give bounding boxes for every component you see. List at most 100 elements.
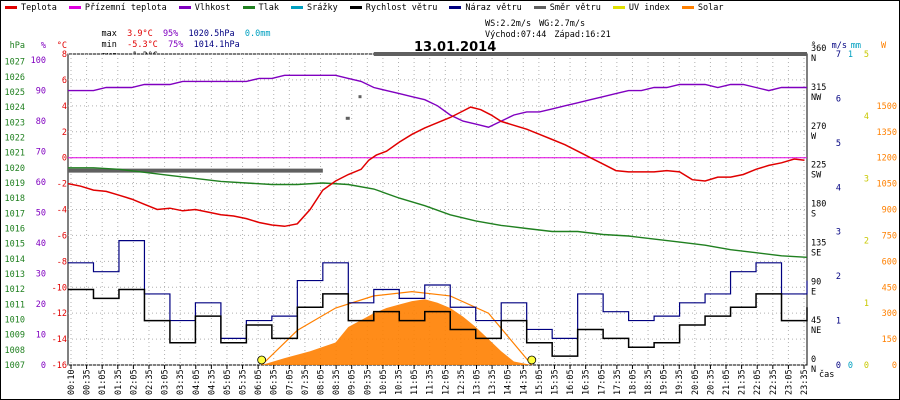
- sun-times-row: Východ:07:44 Západ:16:21: [485, 30, 619, 40]
- legend-swatch: [681, 6, 694, 9]
- x-tick-label: 22:05: [753, 369, 763, 395]
- x-tick-label: 10:05: [379, 369, 389, 395]
- x-tick-label: 06:35: [270, 369, 280, 395]
- pressure_hpa-tick-label: 1025: [5, 88, 25, 98]
- pressure_hpa-tick-label: 1014: [5, 255, 25, 265]
- direction-compass-label: SE: [811, 248, 821, 258]
- legend-swatch: [612, 6, 625, 9]
- humidity-line: [68, 74, 807, 128]
- solar-tick-label: 300: [882, 309, 897, 319]
- pressure_hpa-tick-label: 1027: [5, 58, 25, 68]
- wind-speed-line: [68, 288, 808, 357]
- humidity_pct-tick-label: 50: [36, 209, 46, 219]
- x-tick-label: 22:35: [769, 369, 779, 395]
- humidity_pct-tick-label: 70: [36, 148, 46, 158]
- x-tick-label: 23:05: [784, 369, 794, 395]
- pressure_hpa-tick-label: 1022: [5, 133, 25, 143]
- stats-max-label: max: [101, 29, 117, 39]
- direction-bar-before: [68, 168, 323, 173]
- speed-tick-label: 4: [836, 183, 841, 193]
- x-tick-label: 02:05: [129, 369, 139, 395]
- temperature_c-tick-label: -8: [57, 257, 67, 267]
- temperature_c-tick-label: -10: [52, 283, 67, 293]
- x-tick-label: 04:05: [192, 369, 202, 395]
- direction-tick-label: 135: [811, 238, 826, 248]
- temperature-axis-unit: °C: [57, 41, 67, 51]
- solar-tick-label: 1350: [877, 128, 897, 138]
- legend-label: Tlak: [258, 3, 280, 13]
- humidity_pct-tick-label: 30: [36, 270, 46, 280]
- direction-tick-label: 360: [811, 44, 826, 54]
- pressure_hpa-tick-label: 1019: [5, 179, 25, 189]
- pressure_hpa-tick-label: 1017: [5, 209, 25, 219]
- sunrise-marker: [257, 355, 267, 365]
- x-tick-label: 20:05: [691, 369, 701, 395]
- x-tick-label: 00:35: [83, 369, 93, 395]
- rain-tick-label: 1: [848, 50, 853, 60]
- pressure_hpa-tick-label: 1011: [5, 300, 25, 310]
- direction-tick-label: 180: [811, 200, 826, 210]
- wind-gust-avg: WG:2.7m/s: [539, 19, 586, 29]
- temperature_c-tick-label: -2: [57, 180, 67, 190]
- solar-tick-label: 1500: [877, 102, 897, 112]
- direction-tick-label: 270: [811, 122, 826, 132]
- legend: Teplota Přízemní teplota Vlhkost Tlak Srážky…: [5, 3, 735, 15]
- legend-label: Teplota: [21, 3, 57, 13]
- legend-item: Teplota: [5, 3, 57, 13]
- wind-stats-row: WS:2.2m/s WG:2.7m/s: [485, 19, 593, 29]
- x-tick-label: 20:35: [706, 369, 716, 395]
- uv-tick-label: 5: [864, 50, 869, 60]
- humidity_pct-tick-label: 90: [36, 87, 46, 97]
- solar-tick-label: 1050: [877, 180, 897, 190]
- x-tick-label: 01:05: [98, 369, 108, 395]
- temperature-line: [67, 106, 805, 228]
- speed-tick-label: 7: [836, 50, 841, 60]
- legend-swatch: [349, 6, 362, 9]
- legend-swatch: [533, 6, 546, 9]
- stats-min-label: min: [101, 40, 117, 50]
- pressure_hpa-tick-label: 1024: [5, 103, 25, 113]
- x-tick-label: 19:35: [675, 369, 685, 395]
- x-tick-label: 01:35: [114, 369, 124, 395]
- solar-tick-label: 150: [882, 335, 897, 345]
- solar-tick-label: 1200: [877, 154, 897, 164]
- x-tick-label: 21:35: [738, 369, 748, 395]
- pressure_hpa-tick-label: 1015: [5, 240, 25, 250]
- speed-tick-label: 6: [836, 94, 841, 104]
- stats-min-row: min -5.3°C 75% 1014.1hPa: [81, 30, 239, 60]
- direction-compass-label: SW: [811, 171, 822, 181]
- legend-item: Přízemní teplota: [68, 3, 167, 13]
- stats-min-temp: -5.3°C: [127, 40, 158, 50]
- pressure_hpa-tick-label: 1026: [5, 73, 25, 83]
- solar-area: [261, 299, 532, 365]
- direction-tick-label: 225: [811, 161, 826, 171]
- x-tick-label: 16:35: [582, 369, 592, 395]
- legend-item: Rychlost větru: [349, 3, 437, 13]
- x-tick-label: 07:05: [285, 369, 295, 395]
- rain-axis-unit: mm: [851, 41, 861, 51]
- legend-label: Přízemní teplota: [84, 3, 167, 13]
- x-tick-label: 23:35: [800, 369, 810, 395]
- legend-label: Srážky: [307, 3, 338, 13]
- direction-bar-after: [373, 52, 807, 56]
- humidity_pct-tick-label: 100: [31, 56, 46, 66]
- pressure_hpa-tick-label: 1023: [5, 118, 25, 128]
- x-tick-label: 19:05: [660, 369, 670, 395]
- x-tick-label: 13:05: [472, 369, 482, 395]
- uv-tick-label: 1: [864, 299, 869, 309]
- pressure_hpa-tick-label: 1010: [5, 315, 25, 325]
- direction-tick-label: 0: [811, 355, 816, 365]
- x-tick-label: 06:05: [254, 369, 264, 395]
- legend-swatch: [449, 6, 462, 9]
- chart-date: 13.01.2014: [414, 40, 497, 55]
- speed-tick-label: 1: [836, 317, 841, 327]
- legend-label: UV index: [628, 3, 670, 13]
- stats-min-hum: 75%: [168, 40, 184, 50]
- stats-max-row: max 3.9°C 95% 1020.5hPa 0.0mm: [81, 19, 270, 49]
- solar-axis-unit: W: [881, 41, 887, 51]
- direction-mark: [358, 95, 362, 99]
- direction-compass-label: E: [811, 287, 816, 297]
- temperature_c-tick-label: -6: [57, 231, 67, 241]
